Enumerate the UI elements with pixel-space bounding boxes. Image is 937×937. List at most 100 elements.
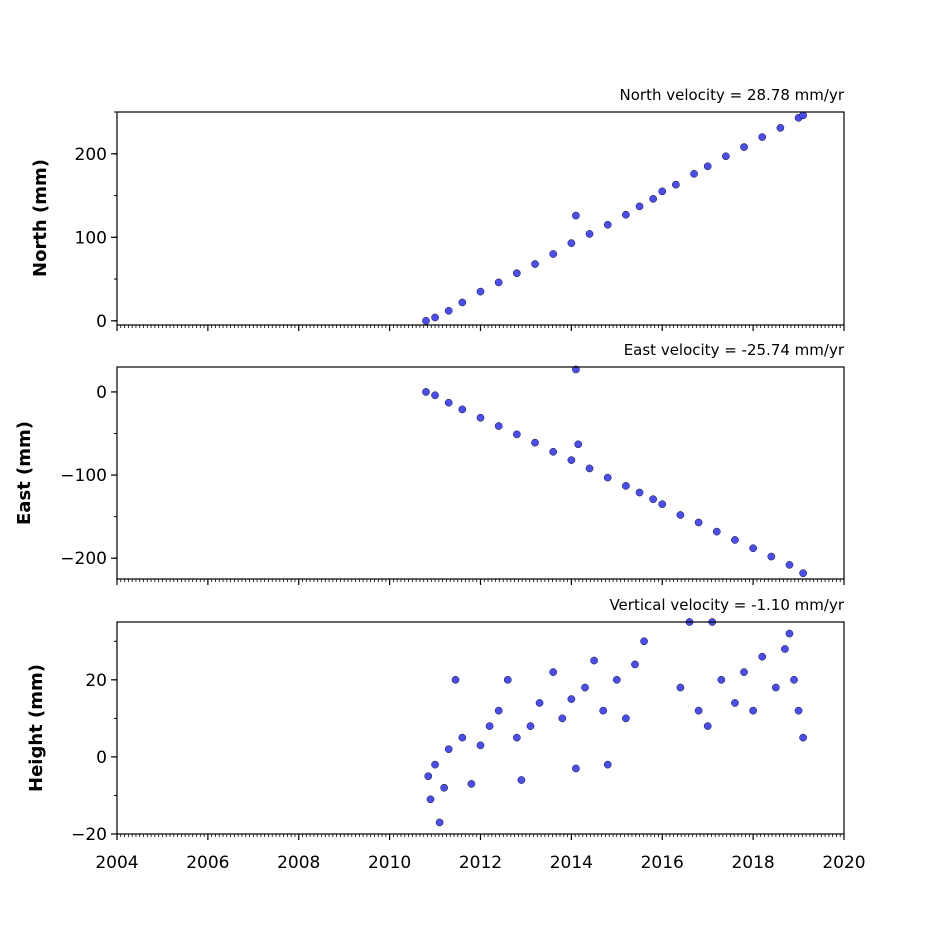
height-data-point: [694, 706, 703, 715]
height-data-point: [740, 668, 748, 676]
east-ylabel: East (mm): [14, 421, 35, 525]
height-yticks: 20 0 −20: [71, 640, 117, 845]
height-points: [424, 618, 807, 827]
north-data-point: [649, 195, 658, 203]
east-ytick-label: 0: [96, 383, 107, 403]
east-data-point: [574, 440, 583, 449]
north-title: North velocity = 28.78 mm/yr: [620, 86, 845, 104]
height-data-point: [494, 706, 503, 715]
north-data-point: [635, 202, 644, 211]
height-data-point: [581, 683, 589, 692]
north-data-point: [567, 239, 576, 247]
north-ylabel: North (mm): [30, 159, 51, 277]
east-data-point: [572, 365, 580, 374]
height-data-point: [749, 706, 757, 715]
height-data-point: [785, 629, 794, 638]
height-data-point: [467, 780, 476, 788]
height-data-point: [572, 764, 580, 773]
north-data-point: [549, 250, 558, 258]
east-data-point: [458, 405, 467, 414]
north-panel: North velocity = 28.78 mm/yr North (mm) …: [30, 86, 845, 332]
east-ytick-label: −100: [60, 466, 107, 486]
north-data-point: [758, 133, 767, 141]
height-data-point: [558, 714, 567, 723]
height-xtick-label: 2014: [550, 853, 593, 873]
height-data-point: [599, 706, 608, 715]
height-data-point: [476, 741, 485, 750]
east-data-point: [649, 495, 658, 504]
east-points: [422, 365, 807, 578]
height-data-point: [435, 818, 444, 827]
north-data-point: [776, 124, 785, 132]
height-xtick-label: 2008: [277, 853, 320, 873]
height-data-point: [535, 699, 544, 707]
height-data-point: [758, 652, 767, 661]
north-yticks: 0 100 200: [75, 111, 117, 332]
height-data-point: [440, 783, 448, 792]
height-data-point: [622, 714, 630, 723]
east-data-point: [694, 518, 703, 527]
height-plot-frame: [116, 621, 845, 835]
height-ytick-label: 0: [96, 748, 107, 768]
north-points: [422, 111, 807, 325]
east-data-point: [567, 456, 576, 464]
east-data-point: [658, 500, 667, 509]
height-xtick-label: 2018: [731, 853, 774, 873]
north-data-point: [672, 180, 680, 189]
east-data-point: [444, 398, 453, 407]
east-data-point: [749, 544, 757, 553]
east-data-point: [635, 488, 644, 497]
height-xtick-label: 2020: [822, 853, 865, 873]
north-data-point: [513, 269, 521, 278]
east-yticks: 0 −100 −200: [60, 383, 117, 569]
height-data-point: [590, 656, 598, 665]
east-panel: East velocity = -25.74 mm/yr East (mm) 0…: [14, 341, 845, 585]
north-plot-frame: [116, 111, 845, 326]
height-panel: Vertical velocity = -1.10 mm/yr Height (…: [26, 596, 866, 873]
height-ytick-label: −20: [71, 825, 107, 845]
north-xticks: [116, 325, 845, 331]
east-xticks: [116, 579, 845, 585]
north-ytick-label: 200: [75, 145, 107, 165]
height-data-point: [567, 695, 576, 703]
height-xtick-label: 2006: [186, 853, 229, 873]
north-data-point: [690, 169, 698, 178]
north-data-point: [722, 152, 730, 161]
east-data-point: [603, 473, 612, 482]
height-data-point: [799, 733, 807, 742]
height-title: Vertical velocity = -1.10 mm/yr: [609, 596, 844, 614]
east-data-point: [676, 511, 685, 519]
north-data-point: [603, 220, 612, 229]
height-data-point: [794, 706, 803, 715]
east-data-point: [476, 413, 485, 422]
north-ytick-label: 0: [96, 312, 107, 332]
north-data-point: [572, 211, 580, 220]
north-data-point: [458, 298, 467, 307]
height-xtick-label: 2010: [368, 853, 411, 873]
east-data-point: [585, 464, 594, 473]
east-data-point: [799, 569, 807, 578]
height-data-point: [603, 760, 612, 769]
north-ytick-label: 100: [75, 228, 107, 248]
height-data-point: [676, 683, 685, 692]
height-data-point: [640, 637, 648, 646]
height-data-point: [503, 675, 512, 684]
height-data-point: [731, 699, 739, 707]
east-data-point: [731, 536, 739, 544]
height-data-point: [717, 675, 726, 684]
height-data-point: [444, 745, 453, 754]
north-data-point: [703, 162, 712, 171]
north-data-point: [431, 313, 439, 322]
north-data-point: [799, 111, 807, 120]
north-data-point: [658, 187, 667, 196]
east-data-point: [513, 430, 521, 439]
height-data-point: [513, 733, 521, 742]
east-data-point: [494, 422, 503, 430]
height-data-point: [458, 733, 467, 742]
height-ylabel: Height (mm): [26, 664, 47, 792]
height-data-point: [451, 675, 460, 684]
height-xtick-label: 2016: [641, 853, 684, 873]
height-data-point: [485, 722, 494, 730]
height-data-point: [426, 795, 435, 804]
